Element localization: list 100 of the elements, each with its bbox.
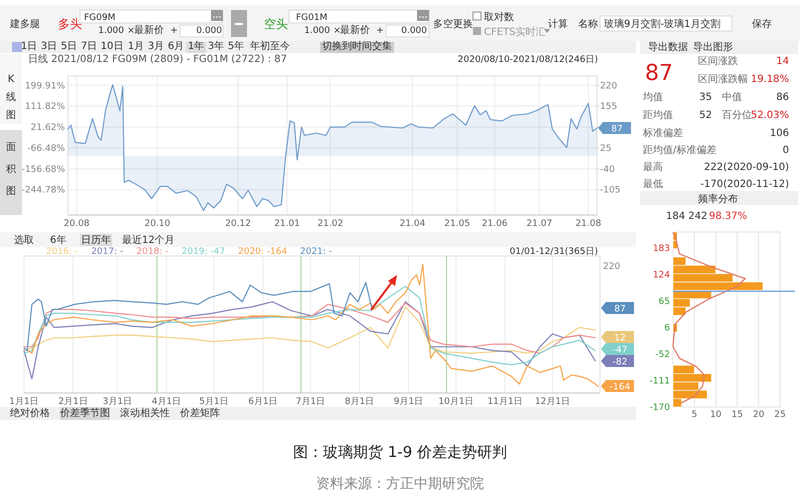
text: 标准偏差 <box>642 127 683 139</box>
text: -82 <box>612 358 628 368</box>
x-tick-label: 21.04 <box>400 219 426 229</box>
text: 1.000 <box>304 26 330 36</box>
x-tick-label: 5 <box>692 410 698 420</box>
text: 价差季节图 <box>59 407 110 419</box>
text: 98.37% <box>709 211 748 222</box>
text: 2020: -164 <box>238 247 288 257</box>
text: 多头 <box>58 17 82 31</box>
text: 图 <box>6 186 16 197</box>
y-tick-label: -66.48% <box>27 144 66 154</box>
text: 面 <box>6 142 16 153</box>
x-tick-label: 1月1日 <box>9 397 39 407</box>
text: 区间涨跌 <box>698 55 738 67</box>
text: 名称 <box>578 18 598 30</box>
x-tick-label: 9月1日 <box>394 397 424 407</box>
text: 1日 <box>20 41 38 52</box>
text: 106 <box>770 128 789 139</box>
text: 12 <box>614 334 626 344</box>
text: 2016: - <box>46 247 78 257</box>
text: 2021: - <box>300 247 332 257</box>
text: -47 <box>612 346 628 356</box>
x-tick-label: 25 <box>774 410 786 420</box>
text: 2017: - <box>91 247 124 257</box>
x-tick-label: 4月1日 <box>152 397 182 407</box>
text: FG01M <box>296 13 328 23</box>
text: 距均值 <box>643 109 673 121</box>
text: 最高 <box>643 161 663 173</box>
x-tick-label: 21.08 <box>575 219 602 229</box>
x-tick-label: 20 <box>752 410 765 420</box>
text: CFETS实时汇 <box>484 26 546 38</box>
text: 最近12个月 <box>122 234 175 246</box>
text: 0.000 <box>196 26 222 36</box>
y2-tick-label: -40 <box>600 164 615 175</box>
text: 日线 2021/08/12 FG09M (2809) - FG01M (2722) : 87 <box>28 53 287 65</box>
x-tick-label: 6月1日 <box>248 397 278 407</box>
text: 222(2020-09-10) <box>704 162 790 173</box>
text: FG09M <box>84 13 116 23</box>
text: 均值 <box>642 91 663 103</box>
x-tick-label: 21.01 <box>274 219 300 229</box>
text: 玻璃9月交割-玻璃1月交割 <box>604 18 720 30</box>
y-tick-label: 6 <box>664 324 670 334</box>
y-tick-label: 111.82% <box>24 102 66 112</box>
text: 2020/08/10-2021/08/12(246日) <box>458 55 598 65</box>
text: 图：玻璃期货 1-9 价差走势研判 <box>292 443 508 461</box>
text: 19.18% <box>750 74 789 85</box>
text: 多空更换 <box>433 18 473 30</box>
x-tick-label: 5月1日 <box>199 397 229 407</box>
x-tick-label: 10月1日 <box>438 397 474 407</box>
y2-tick-label: 220 <box>600 81 618 92</box>
text: 建多腿 <box>9 18 40 30</box>
text: 空头 <box>264 17 288 31</box>
text: 计算 <box>548 18 568 30</box>
y-tick-label: 65 <box>658 297 670 308</box>
text: 01/01-12/31(365日) <box>510 247 598 257</box>
text: 52 <box>699 110 712 121</box>
text: 87 <box>645 61 673 86</box>
text: 最新价 <box>134 24 164 36</box>
x-tick-label: 15 <box>731 410 743 420</box>
x-tick-label: 7月1日 <box>296 397 326 407</box>
text: × <box>333 26 341 36</box>
text: 0 <box>782 145 789 156</box>
text: 1年 <box>188 40 204 52</box>
text: 滚动相关性 <box>120 407 170 419</box>
text: 资料来源：方正中期研究院 <box>316 476 484 492</box>
x-tick-label: 20.08 <box>64 219 90 229</box>
x-tick-label: 21.02 <box>317 219 344 229</box>
y-tick-label: -52 <box>655 350 670 360</box>
y-tick-label: -170 <box>650 403 670 413</box>
text: 积 <box>6 164 16 175</box>
y2-tick-label: -105 <box>600 186 620 196</box>
text: 10日 <box>100 41 124 52</box>
text: 6月 <box>168 41 184 52</box>
text: 184 242 <box>666 211 708 222</box>
text: 图 <box>6 110 16 121</box>
text: -164 <box>610 382 630 392</box>
text: 52.03% <box>750 110 789 121</box>
text: 14 <box>776 56 789 67</box>
text: 0.000 <box>401 26 428 36</box>
y-tick-label: -156.68% <box>22 164 66 175</box>
text: 导出图形 <box>693 41 733 53</box>
text: 价差矩阵 <box>179 407 220 419</box>
y2-tick-label: 155 <box>600 102 618 112</box>
text: 中值 <box>722 91 742 103</box>
x-tick-label: 12月1日 <box>534 397 570 407</box>
x-tick-label: 11月1日 <box>487 397 523 407</box>
x-tick-label: 8月1日 <box>344 397 374 407</box>
y-tick-label: 183 <box>652 244 670 254</box>
text: 百分位 <box>722 109 752 121</box>
x-tick-label: 21.05 <box>444 219 470 229</box>
text: 6年 <box>50 234 66 246</box>
y2-tick-label: 25 <box>600 144 612 154</box>
text: 日历年 <box>81 234 111 246</box>
text: 3日 <box>40 41 58 52</box>
text: 1.000 <box>98 26 124 36</box>
text: 导出数据 <box>648 41 688 53</box>
text: 选取 <box>14 234 34 246</box>
text: 最低 <box>643 179 663 190</box>
text: 保存 <box>752 18 772 30</box>
y-tick-label: 21.62% <box>30 123 66 134</box>
